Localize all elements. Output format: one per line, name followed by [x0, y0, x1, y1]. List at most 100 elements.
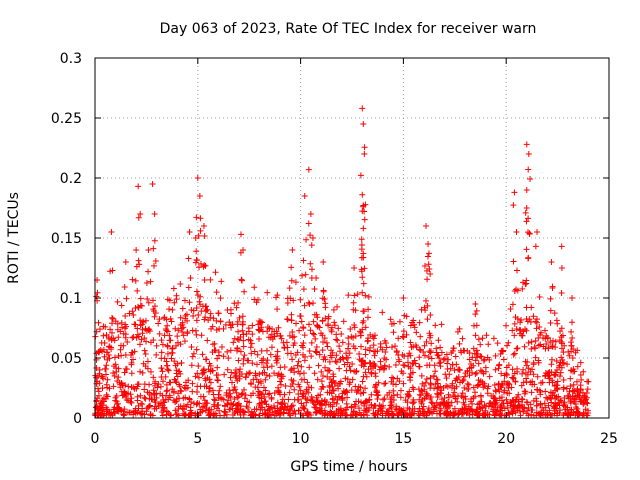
data-point	[311, 370, 318, 377]
data-point	[271, 328, 278, 335]
data-point	[326, 358, 333, 365]
data-point	[92, 411, 99, 418]
data-point	[136, 261, 143, 268]
data-point	[365, 366, 372, 373]
data-point	[382, 349, 389, 356]
data-point	[274, 306, 281, 313]
data-point	[461, 373, 468, 380]
data-point	[151, 313, 158, 320]
data-point	[381, 355, 388, 362]
data-point	[151, 211, 158, 217]
data-point	[504, 372, 511, 379]
data-point	[160, 399, 167, 406]
data-point	[165, 396, 172, 403]
data-point	[362, 351, 369, 358]
data-point	[201, 232, 208, 239]
data-point	[494, 340, 501, 347]
data-point	[195, 362, 202, 369]
data-point	[532, 318, 539, 325]
data-point	[216, 325, 223, 332]
data-point	[423, 338, 430, 345]
data-point	[480, 357, 487, 364]
data-point	[103, 371, 110, 378]
data-point	[523, 246, 530, 253]
data-point	[204, 337, 211, 344]
data-point	[193, 389, 200, 396]
data-point	[272, 353, 279, 360]
data-point	[108, 229, 115, 235]
data-point	[377, 340, 384, 347]
data-point	[125, 390, 132, 397]
data-point	[389, 374, 396, 381]
data-point	[415, 408, 422, 415]
data-point	[184, 328, 191, 335]
data-point	[137, 317, 144, 324]
data-point	[440, 384, 447, 391]
data-point	[240, 247, 247, 253]
data-point	[322, 409, 329, 416]
data-point	[242, 374, 249, 381]
data-point	[172, 378, 179, 385]
data-point	[292, 410, 299, 417]
data-point	[261, 398, 268, 405]
data-point	[217, 295, 224, 302]
data-point	[568, 295, 575, 301]
data-point	[95, 319, 102, 326]
data-point	[286, 285, 293, 292]
data-point	[200, 223, 207, 229]
data-point	[319, 317, 326, 324]
data-point	[142, 317, 149, 324]
data-point	[509, 366, 516, 373]
x-tick-label: 5	[193, 431, 202, 447]
data-point	[337, 378, 344, 385]
data-point	[169, 306, 176, 313]
data-point	[178, 388, 185, 395]
data-point	[534, 373, 541, 380]
data-point	[215, 391, 222, 398]
data-point	[347, 326, 354, 333]
data-point	[459, 378, 466, 385]
data-point	[316, 407, 323, 414]
data-point	[390, 329, 397, 336]
data-point	[547, 339, 554, 346]
data-point	[383, 344, 390, 351]
data-point	[364, 314, 371, 321]
data-point	[357, 329, 364, 336]
data-point	[452, 393, 459, 400]
data-point	[288, 277, 295, 284]
data-point	[311, 311, 318, 318]
data-point	[220, 353, 227, 360]
data-point	[416, 405, 423, 412]
data-point	[416, 354, 423, 361]
data-point	[497, 407, 504, 414]
data-point	[132, 321, 139, 328]
data-point	[223, 392, 230, 399]
data-point	[319, 410, 326, 417]
data-point	[536, 294, 543, 301]
data-point	[412, 360, 419, 367]
data-point	[451, 405, 458, 412]
data-point	[240, 356, 247, 363]
data-point	[189, 380, 196, 387]
data-point	[150, 337, 157, 344]
data-point	[495, 380, 502, 387]
data-point	[319, 332, 326, 339]
data-point	[426, 265, 433, 272]
data-point	[420, 348, 427, 355]
data-point	[509, 301, 516, 308]
data-point	[287, 367, 294, 374]
data-point	[295, 368, 302, 375]
data-point	[256, 317, 263, 324]
data-point	[333, 359, 340, 366]
data-point	[371, 352, 378, 359]
y-tick-label: 0.2	[60, 171, 82, 187]
data-point	[456, 340, 463, 347]
data-point	[214, 355, 221, 362]
data-point	[166, 392, 173, 399]
data-point	[547, 307, 554, 314]
data-point	[424, 253, 431, 260]
data-point	[215, 349, 222, 356]
data-point	[523, 304, 530, 311]
data-point	[128, 395, 135, 402]
data-point	[558, 397, 565, 404]
